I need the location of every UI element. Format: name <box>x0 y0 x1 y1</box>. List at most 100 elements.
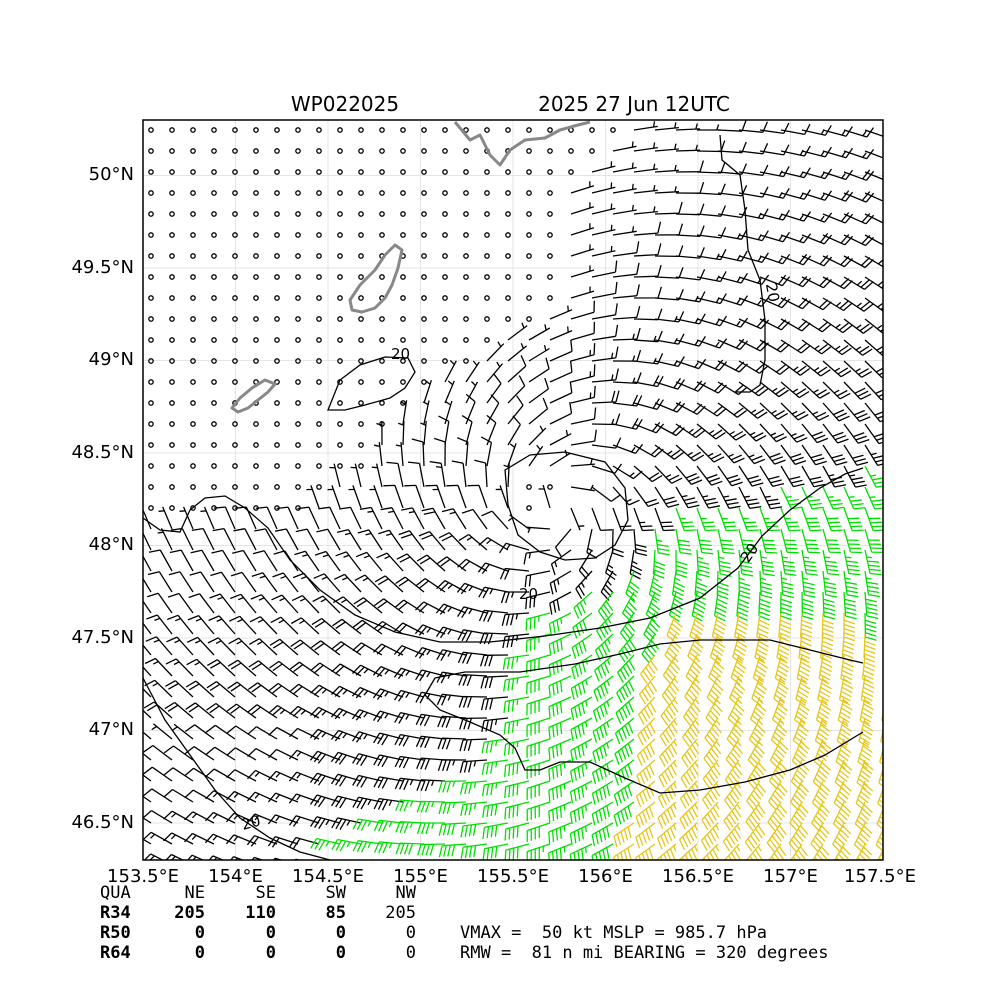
wind-barb <box>165 658 194 677</box>
wind-barb <box>759 465 785 488</box>
wind-barb-stroke <box>395 442 404 467</box>
wind-barb-stroke <box>458 533 488 551</box>
wind-barb-stroke <box>570 717 593 742</box>
wind-barb-stroke <box>480 696 509 711</box>
wind-barb <box>801 570 816 598</box>
wind-barb <box>369 485 383 509</box>
calm-marker <box>442 127 448 133</box>
wind-barb-stroke <box>633 206 658 215</box>
wind-barb <box>801 402 830 421</box>
calm-marker <box>526 148 532 154</box>
wind-barb-stroke <box>864 507 883 532</box>
wind-barb <box>717 444 745 464</box>
wind-barb-stroke <box>675 123 701 131</box>
calm-marker <box>232 148 238 154</box>
wind-barb-stroke <box>615 696 635 724</box>
wind-barb <box>821 612 834 642</box>
wind-barb <box>657 801 677 829</box>
calm-marker <box>274 358 280 364</box>
wind-barb-stroke <box>415 713 446 727</box>
wind-barb <box>834 843 851 860</box>
wind-barb-stroke <box>817 675 832 706</box>
wind-barb <box>184 811 215 824</box>
wind-barb <box>822 528 841 554</box>
calm-marker <box>190 148 196 154</box>
wind-barb-stroke <box>696 161 726 174</box>
wind-barb-stroke <box>271 594 299 614</box>
wind-barb-stroke <box>457 558 488 572</box>
wind-barb-stroke <box>151 723 173 740</box>
wind-barb-stroke <box>351 686 383 699</box>
wind-barb <box>465 381 479 404</box>
wind-barb-stroke <box>886 403 912 422</box>
wind-barb <box>818 654 833 685</box>
wind-barb <box>666 612 683 644</box>
wind-barb <box>481 759 509 776</box>
calm-marker <box>148 400 154 406</box>
calm-marker <box>463 190 469 196</box>
wind-barb-stroke <box>570 696 593 721</box>
wind-barb <box>507 375 526 404</box>
wind-barb-stroke <box>480 675 509 689</box>
wind-barb <box>618 633 637 663</box>
wind-barb-stroke <box>834 759 853 791</box>
wind-barb <box>549 339 573 362</box>
wind-barb-stroke <box>465 393 476 425</box>
wind-barb <box>612 141 637 152</box>
wind-barb <box>143 709 152 719</box>
wind-barb <box>759 486 782 510</box>
wind-barb <box>548 717 572 739</box>
wind-barb-stroke <box>459 717 488 730</box>
wind-barb <box>633 121 658 131</box>
wind-barb <box>148 549 173 572</box>
wind-barb-stroke <box>247 769 278 782</box>
wind-barb-stroke <box>144 657 173 677</box>
wind-barb-stroke <box>636 738 656 766</box>
wind-barb <box>143 600 152 614</box>
wind-barb-stroke <box>352 840 383 853</box>
calm-marker <box>442 337 448 343</box>
wind-barb <box>759 144 790 156</box>
table-cell: 0 <box>406 943 416 963</box>
calm-marker <box>526 274 532 280</box>
calm-marker <box>211 442 217 448</box>
wind-barb-stroke <box>633 163 658 173</box>
wind-barb <box>548 612 572 636</box>
calm-marker <box>169 232 175 238</box>
table-cell: 85 <box>326 903 346 923</box>
calm-marker <box>211 421 217 427</box>
calm-marker <box>295 421 301 427</box>
calm-marker <box>232 316 238 322</box>
wind-barb-stroke <box>436 580 467 593</box>
wind-barb-stroke <box>822 465 847 488</box>
wind-barb <box>780 549 797 577</box>
wind-barb-stroke <box>504 822 530 841</box>
wind-barb-stroke <box>407 461 425 488</box>
wind-barb <box>886 466 908 487</box>
wind-barb-stroke <box>751 675 768 707</box>
wind-barb <box>738 423 767 442</box>
wind-barb <box>661 675 680 706</box>
wind-barb <box>438 532 467 551</box>
wind-barb-stroke <box>548 696 572 719</box>
wind-barb <box>411 438 425 467</box>
wind-barb <box>696 507 717 532</box>
calm-marker <box>169 484 175 490</box>
wind-barb <box>696 338 728 349</box>
wind-barb <box>352 753 383 766</box>
calm-marker <box>316 442 322 448</box>
wind-barb-stroke <box>633 264 662 278</box>
wind-barb-stroke <box>507 395 524 425</box>
wind-barb <box>612 204 637 215</box>
wind-barb <box>884 655 896 683</box>
lon-tick-label: 155°E <box>393 866 448 887</box>
wind-barb <box>248 660 278 677</box>
wind-barb <box>711 612 727 643</box>
calm-marker <box>316 148 322 154</box>
wind-barb <box>717 507 738 532</box>
wind-barb <box>549 305 573 320</box>
wind-barb-stroke <box>398 530 425 551</box>
wind-barb-stroke <box>438 415 450 446</box>
wind-barb <box>573 591 593 619</box>
wind-barb-stroke <box>882 694 883 701</box>
